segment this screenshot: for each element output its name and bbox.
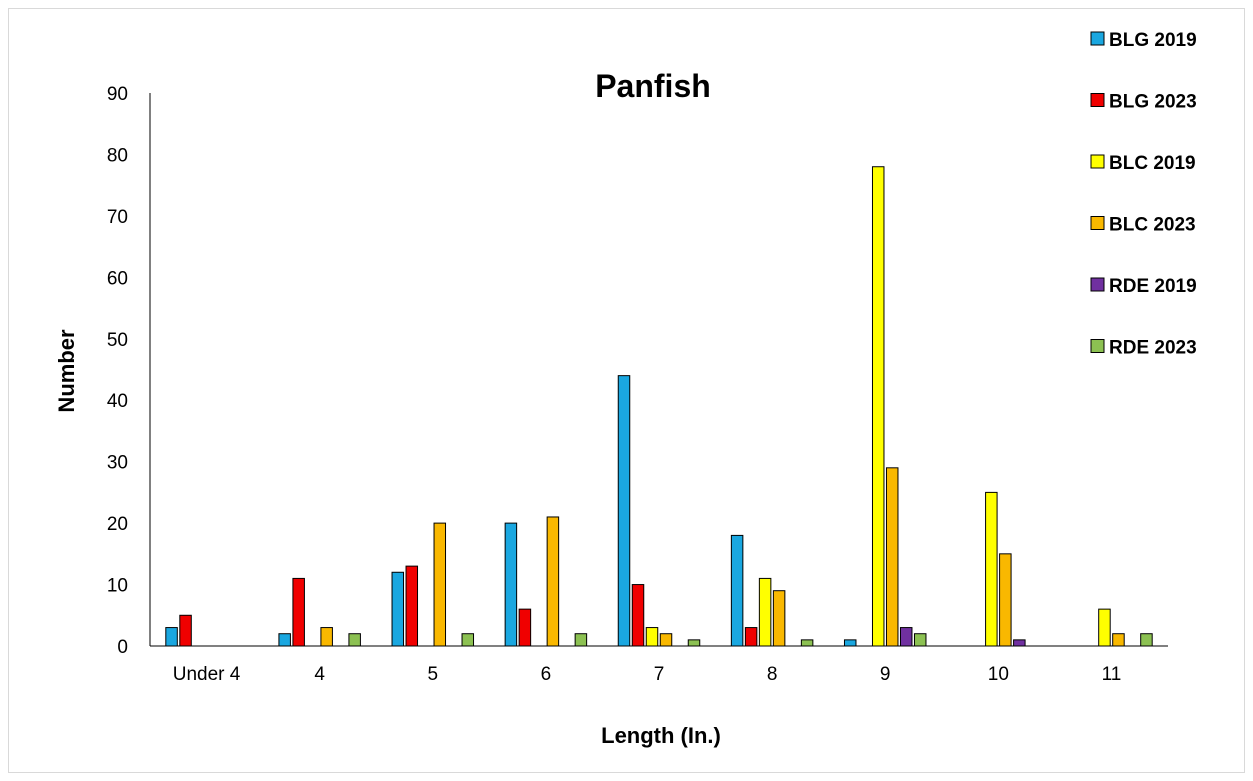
legend-swatch (1090, 31, 1105, 46)
bar (800, 639, 814, 647)
x-tick-label: 9 (880, 664, 891, 685)
x-tick-label: 4 (314, 664, 325, 685)
y-tick-label: 20 (107, 514, 128, 535)
bar (1140, 633, 1153, 647)
legend-label: BLG 2019 (1109, 30, 1197, 51)
bar (165, 627, 178, 647)
bar (433, 522, 447, 647)
x-tick-label: 6 (541, 664, 552, 685)
bar (687, 639, 701, 647)
bar (758, 577, 772, 647)
x-tick-label: 11 (1102, 664, 1122, 685)
y-tick-label: 70 (107, 207, 128, 228)
bar (1098, 608, 1111, 647)
bar (546, 516, 560, 647)
y-axis-title: Number (54, 329, 79, 413)
legend-entry: BLC 2023 (1090, 215, 1196, 236)
y-tick-label: 90 (107, 84, 128, 105)
bar (885, 467, 899, 647)
bar (179, 614, 192, 647)
panfish-bar-chart: Panfish Length (In.) Number 0 10 20 30 40 50 6… (54, 30, 1197, 748)
x-axis-title: Length (In.) (601, 723, 721, 748)
bar (985, 491, 998, 647)
bar (320, 627, 333, 647)
bar (631, 584, 645, 647)
legend-label: BLG 2023 (1109, 92, 1197, 113)
legend-label: BLC 2019 (1109, 153, 1196, 174)
bar (744, 627, 758, 647)
legend-entry: BLG 2023 (1090, 92, 1197, 113)
bar (1112, 633, 1125, 647)
bar (278, 633, 291, 647)
bar (405, 565, 419, 647)
y-tick-label: 30 (107, 453, 128, 474)
y-tick-label: 80 (107, 145, 128, 166)
bar (1013, 639, 1026, 647)
bar (899, 627, 913, 647)
legend-swatch (1090, 339, 1105, 353)
legend-swatch (1090, 216, 1105, 230)
y-tick-label: 40 (107, 391, 128, 412)
chart-title: Panfish (595, 68, 711, 104)
bar (461, 633, 475, 647)
x-tick-label: Under 4 (173, 664, 241, 685)
bar (617, 375, 631, 647)
bar (292, 577, 305, 647)
y-tick-label: 10 (107, 576, 128, 597)
x-tick-label: 8 (767, 664, 778, 685)
legend-label: BLC 2023 (1109, 215, 1196, 236)
bar (574, 633, 588, 647)
bar (391, 571, 405, 647)
legend-entry: BLG 2019 (1090, 30, 1197, 51)
legend: BLG 2019 BLG 2023 BLC 2019 BLC 2023 RDE 2019… (1090, 30, 1197, 359)
bar (999, 553, 1012, 647)
y-tick-label: 50 (107, 330, 128, 351)
legend-swatch (1090, 93, 1105, 107)
bar (659, 633, 673, 647)
chart-frame: Panfish Length (In.) Number 0 10 20 30 40 50 6… (8, 8, 1245, 773)
x-tick-label: 10 (988, 664, 1009, 685)
legend-swatch (1090, 277, 1105, 292)
legend-swatch (1090, 154, 1105, 169)
legend-entry: RDE 2019 (1090, 276, 1197, 297)
bar (871, 166, 885, 647)
legend-entry: RDE 2023 (1090, 338, 1197, 359)
bar (730, 534, 744, 647)
legend-label: RDE 2019 (1109, 276, 1197, 297)
bar (348, 633, 361, 647)
y-tick-label: 60 (107, 268, 128, 289)
bar (772, 590, 786, 647)
bar (518, 608, 532, 647)
x-tick-label: 5 (427, 664, 438, 685)
plot-area: 0 10 20 30 40 50 60 70 80 90 Under 4 4 5 6 7 8 9 10 11 (107, 84, 1168, 685)
bar (843, 639, 857, 647)
bar (645, 627, 659, 647)
bar (913, 633, 927, 647)
legend-label: RDE 2023 (1109, 338, 1197, 359)
legend-entry: BLC 2019 (1090, 153, 1196, 174)
y-tick-label: 0 (117, 637, 128, 658)
bar (504, 522, 518, 647)
x-tick-label: 7 (654, 664, 665, 685)
